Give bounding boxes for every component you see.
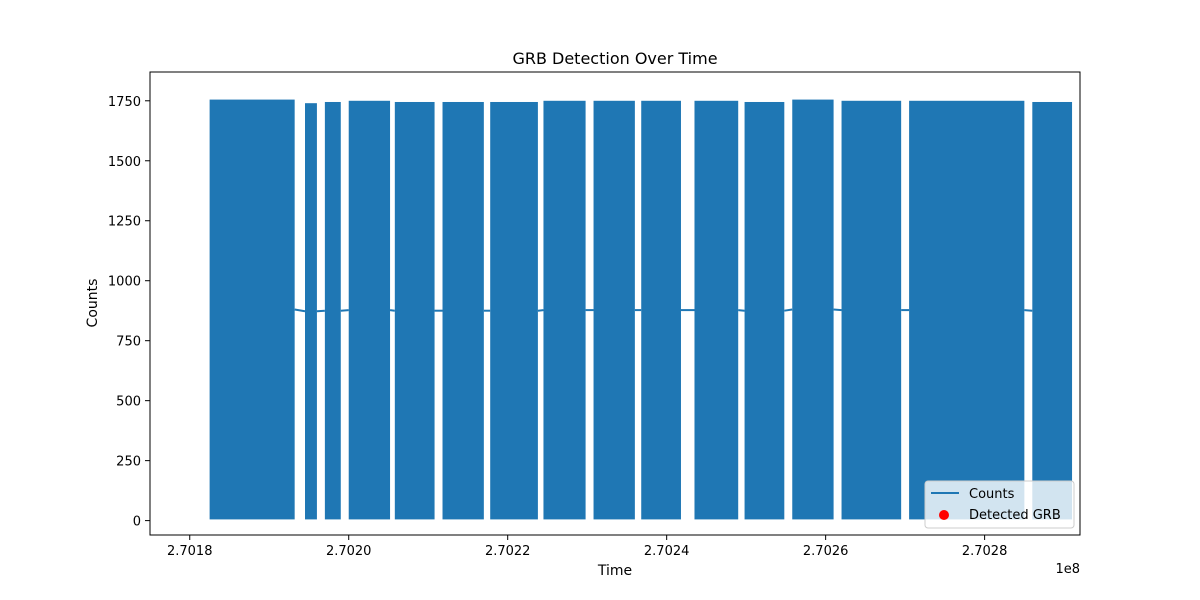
legend-detected-grb-label: Detected GRB: [969, 508, 1061, 523]
counts-segment: [209, 99, 295, 520]
y-tick-label: 0: [133, 515, 141, 530]
x-axis-label: Time: [597, 563, 632, 579]
counts-gap-connector: [316, 309, 325, 313]
legend-box: [924, 480, 1075, 529]
x-tick-label: 2.7028: [962, 544, 1008, 559]
counts-segment: [841, 100, 902, 520]
x-tick-label: 2.7026: [803, 544, 849, 559]
counts-segment: [694, 100, 739, 520]
counts-segment: [394, 101, 435, 520]
counts-gap-connector: [784, 308, 793, 312]
y-tick-label: 250: [116, 455, 141, 470]
counts-segment: [641, 100, 681, 520]
y-tick-label: 750: [116, 335, 141, 350]
y-axis-label: Counts: [85, 279, 101, 328]
counts-segment: [744, 101, 785, 520]
counts-segment: [1032, 101, 1073, 520]
counts-gap-connector: [738, 309, 745, 312]
y-tick-label: 500: [116, 395, 141, 410]
x-offset-label: 1e8: [1055, 562, 1080, 577]
counts-segment: [305, 103, 317, 520]
x-tick-label: 2.7022: [485, 544, 531, 559]
x-tick-label: 2.7020: [326, 544, 372, 559]
y-tick-label: 1250: [108, 215, 141, 230]
counts-segment: [348, 100, 391, 520]
chart-title: GRB Detection Over Time: [512, 49, 717, 68]
counts-gap-connector: [340, 309, 349, 312]
counts-segment: [442, 101, 484, 520]
counts-segment: [792, 99, 834, 520]
y-tick-label: 1000: [108, 275, 141, 290]
x-tick-label: 2.7024: [644, 544, 690, 559]
counts-segment: [490, 101, 538, 520]
axes-frame: [149, 71, 1081, 536]
counts-gap-connector: [389, 309, 395, 312]
legend: Counts Detected GRB: [924, 480, 1075, 529]
counts-segment: [909, 100, 1025, 520]
y-tick-label: 1500: [108, 155, 141, 170]
x-tick-label: 2.7018: [167, 544, 213, 559]
counts-segment: [324, 101, 341, 520]
legend-detected-grb-marker: [939, 510, 949, 520]
x-axis: 2.7018 2.7020 2.7022 2.7024 2.7026 2.7028: [167, 535, 1007, 559]
counts-gap-connector: [537, 309, 544, 312]
counts-segment: [543, 100, 586, 520]
counts-gap-connector: [294, 308, 306, 313]
plot-area: [209, 99, 1073, 520]
counts-gap-connector: [1024, 309, 1033, 312]
y-axis: 0 250 500 750 1000 1250 1500 1750: [108, 95, 150, 530]
counts-segment: [593, 100, 635, 520]
y-tick-label: 1750: [108, 95, 141, 110]
legend-counts-label: Counts: [969, 487, 1015, 502]
counts-gap-connector: [833, 308, 842, 312]
